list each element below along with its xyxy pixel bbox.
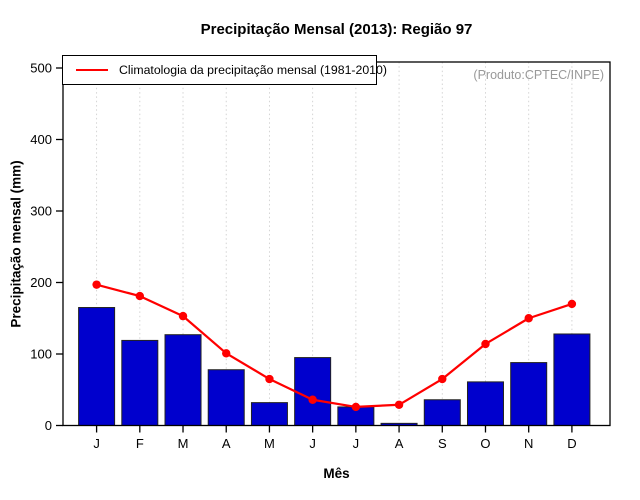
climatology-point-4 bbox=[222, 349, 231, 358]
month-label: F bbox=[136, 436, 144, 451]
bar-month-3 bbox=[164, 334, 202, 427]
month-label: O bbox=[480, 436, 490, 451]
month-label: N bbox=[524, 436, 533, 451]
month-label: A bbox=[395, 436, 404, 451]
month-label: M bbox=[264, 436, 275, 451]
bar-month-6 bbox=[294, 357, 332, 427]
bar-month-11 bbox=[510, 362, 548, 426]
legend: Climatologia da precipitação mensal (198… bbox=[62, 55, 387, 85]
bar-month-9 bbox=[423, 399, 461, 427]
climatology-point-6 bbox=[308, 395, 317, 404]
climatology-line-swatch bbox=[76, 69, 108, 71]
climatology-point-8 bbox=[394, 400, 404, 409]
y-tick-label: 300 bbox=[30, 204, 52, 219]
month-label: J bbox=[93, 436, 100, 451]
legend-label: Climatologia da precipitação mensal (198… bbox=[119, 63, 387, 77]
bar-month-5 bbox=[250, 402, 288, 426]
climatology-point-11 bbox=[524, 314, 533, 323]
bar-month-10 bbox=[466, 381, 504, 427]
month-label: J bbox=[309, 436, 316, 451]
y-tick-label: 500 bbox=[30, 61, 52, 76]
climatology-point-10 bbox=[481, 339, 490, 349]
x-axis-label: Mês bbox=[323, 466, 350, 481]
climatology-line bbox=[96, 283, 573, 409]
climatology-point-9 bbox=[438, 374, 447, 384]
climatology-point-1 bbox=[92, 280, 101, 289]
climatology-point-5 bbox=[265, 374, 274, 384]
bar-month-4 bbox=[207, 369, 245, 427]
y-tick-label: 400 bbox=[30, 132, 52, 147]
climatology-point-3 bbox=[178, 311, 188, 321]
climatology-point-7 bbox=[351, 402, 361, 412]
y-tick-label: 0 bbox=[45, 418, 52, 433]
month-label: D bbox=[567, 436, 576, 451]
y-tick-label: 200 bbox=[30, 275, 52, 290]
month-label: A bbox=[222, 436, 231, 451]
month-label: M bbox=[178, 436, 189, 451]
product-annotation: (Produto:CPTEC/INPE) bbox=[473, 68, 604, 82]
climatology-point-12 bbox=[567, 299, 577, 309]
bar-month-12 bbox=[553, 333, 591, 427]
bar-month-1 bbox=[78, 307, 116, 426]
climatology-point-2 bbox=[135, 291, 145, 301]
y-tick-label: 100 bbox=[30, 347, 52, 362]
month-label: J bbox=[353, 436, 360, 451]
bar-month-2 bbox=[121, 339, 159, 427]
chart-title: Precipitação Mensal (2013): Região 97 bbox=[200, 21, 473, 38]
month-label: S bbox=[438, 436, 447, 451]
